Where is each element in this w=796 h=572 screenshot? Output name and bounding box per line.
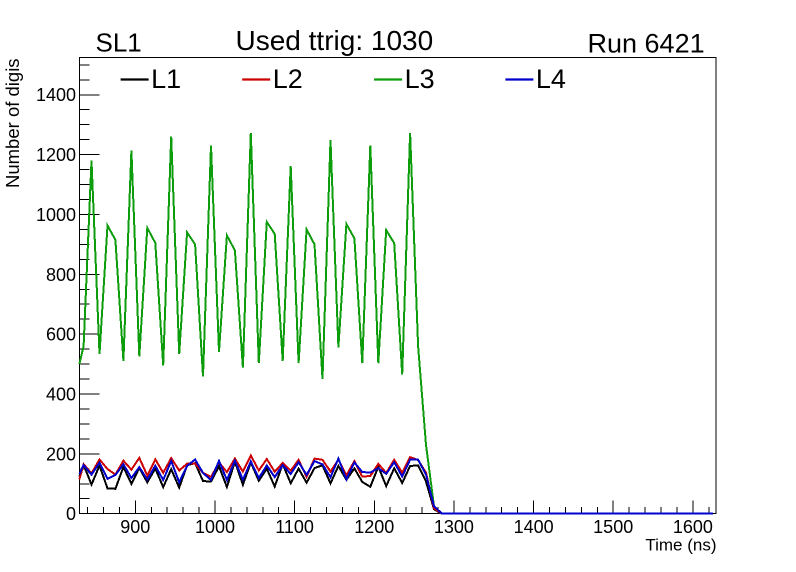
svg-text:1000: 1000: [36, 205, 76, 225]
svg-text:1200: 1200: [36, 145, 76, 165]
svg-text:1600: 1600: [673, 517, 713, 537]
svg-text:SL1: SL1: [96, 27, 142, 57]
svg-text:1500: 1500: [593, 517, 633, 537]
svg-text:0: 0: [66, 504, 76, 524]
svg-text:Time (ns): Time (ns): [645, 536, 716, 555]
svg-text:L1: L1: [151, 64, 181, 94]
svg-text:1400: 1400: [36, 85, 76, 105]
svg-text:900: 900: [120, 517, 150, 537]
svg-text:600: 600: [46, 325, 76, 345]
svg-text:Used ttrig: 1030: Used ttrig: 1030: [236, 25, 434, 56]
svg-text:1300: 1300: [434, 517, 474, 537]
svg-text:200: 200: [46, 444, 76, 464]
svg-text:Number of digis: Number of digis: [2, 58, 23, 188]
svg-text:L2: L2: [273, 64, 303, 94]
svg-text:L4: L4: [536, 64, 566, 94]
svg-text:400: 400: [46, 385, 76, 405]
svg-text:1400: 1400: [514, 517, 554, 537]
svg-text:Run 6421: Run 6421: [588, 29, 705, 59]
svg-text:800: 800: [46, 265, 76, 285]
svg-text:1200: 1200: [354, 517, 394, 537]
svg-text:L3: L3: [405, 64, 435, 94]
svg-text:1100: 1100: [275, 517, 314, 537]
svg-text:1000: 1000: [195, 517, 235, 537]
